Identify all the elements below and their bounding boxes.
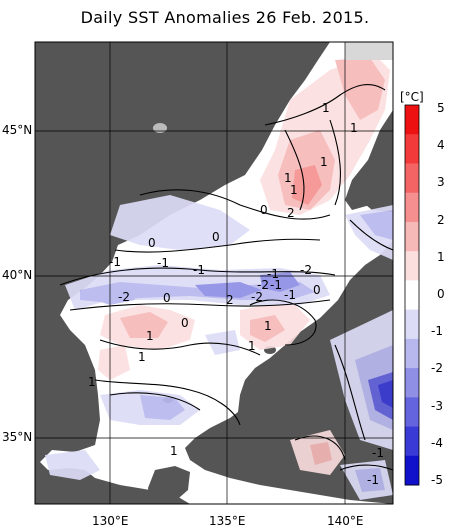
colorbar-segment (405, 134, 419, 164)
colorbar-tick-label: -1 (431, 324, 443, 339)
colorbar-segment (405, 426, 419, 457)
colorbar-tick-label: 4 (437, 138, 445, 153)
contour-label: 0 (212, 230, 220, 244)
lat-label-45n: 45°N (2, 123, 33, 137)
map-title: Daily SST Anomalies 26 Feb. 2015. (80, 8, 370, 27)
colorbar-segment (405, 368, 419, 398)
contour-label: 1 (88, 375, 96, 389)
colorbar-tick-label: -5 (431, 473, 443, 487)
contour-label: 1 (350, 121, 358, 135)
contour-label: -1 (270, 278, 282, 292)
contour-label: -1 (109, 255, 121, 269)
contour-label: 1 (170, 444, 178, 458)
colorbar-segment (405, 105, 419, 135)
contour-label: -1 (367, 473, 379, 487)
colorbar-tick-label: 1 (437, 249, 445, 264)
colorbar-tick-label: -2 (431, 361, 443, 376)
colorbar-segment (405, 397, 419, 428)
contour-label: 1 (138, 350, 146, 364)
kyushu (148, 466, 190, 504)
colorbar-tick-label: 3 (437, 175, 445, 190)
positive-anomalies (98, 55, 390, 475)
colorbar-segment (405, 338, 419, 369)
contour-label: 1 (284, 171, 292, 185)
contour-label: 0 (148, 236, 156, 250)
hokkaido (360, 150, 393, 212)
colorbar-unit: [°C] (400, 90, 424, 104)
contour-lines (59, 84, 393, 471)
colorbar-segment (405, 163, 419, 194)
missing-data (345, 42, 393, 60)
contour-label: 0 (163, 291, 171, 305)
colorbar-segment (405, 455, 419, 486)
colorbar-segment (405, 221, 419, 252)
colorbar-segment (405, 280, 419, 311)
graticule (35, 42, 393, 504)
contour-label: -1 (372, 446, 384, 460)
colorbar-segment (405, 309, 419, 340)
contour-label: -1 (284, 288, 296, 302)
contour-label: -2 (300, 263, 312, 277)
contour-label: -1 (267, 267, 279, 281)
contour-label: 0 (313, 283, 321, 297)
contour-label: -2 (118, 290, 130, 304)
contour-label: 1 (322, 101, 330, 115)
contour-label: 1 (146, 329, 154, 343)
lon-label-130e: 130°E (92, 514, 129, 528)
contour-label: 1 (248, 339, 256, 353)
lon-label-135e: 135°E (209, 514, 246, 528)
lat-label-35n: 35°N (2, 430, 33, 444)
lon-label-140e: 140°E (327, 514, 364, 528)
colorbar-tick-label: 2 (437, 212, 445, 227)
colorbar-segment (405, 192, 419, 223)
contour-label: -2 (257, 278, 269, 292)
colorbar (404, 104, 420, 486)
colorbar-tick-label: -4 (431, 435, 443, 450)
contour-label: 2 (226, 293, 234, 307)
contour-label: 1 (264, 319, 272, 333)
colorbar-tick-label: 0 (437, 287, 445, 301)
contour-label: 0 (181, 316, 189, 330)
contour-label: -2 (251, 290, 263, 304)
contour-label: 2 (287, 206, 295, 220)
colorbar-segment (405, 251, 419, 281)
colorbar-tick-label: -3 (431, 398, 443, 413)
contour-label: -1 (157, 256, 169, 270)
contour-label: 1 (320, 155, 328, 169)
contour-label: 0 (260, 203, 268, 217)
lat-label-40n: 40°N (2, 268, 33, 282)
colorbar-tick-label: 5 (437, 101, 445, 115)
contour-label: 1 (290, 183, 298, 197)
contour-label: -1 (193, 263, 205, 277)
